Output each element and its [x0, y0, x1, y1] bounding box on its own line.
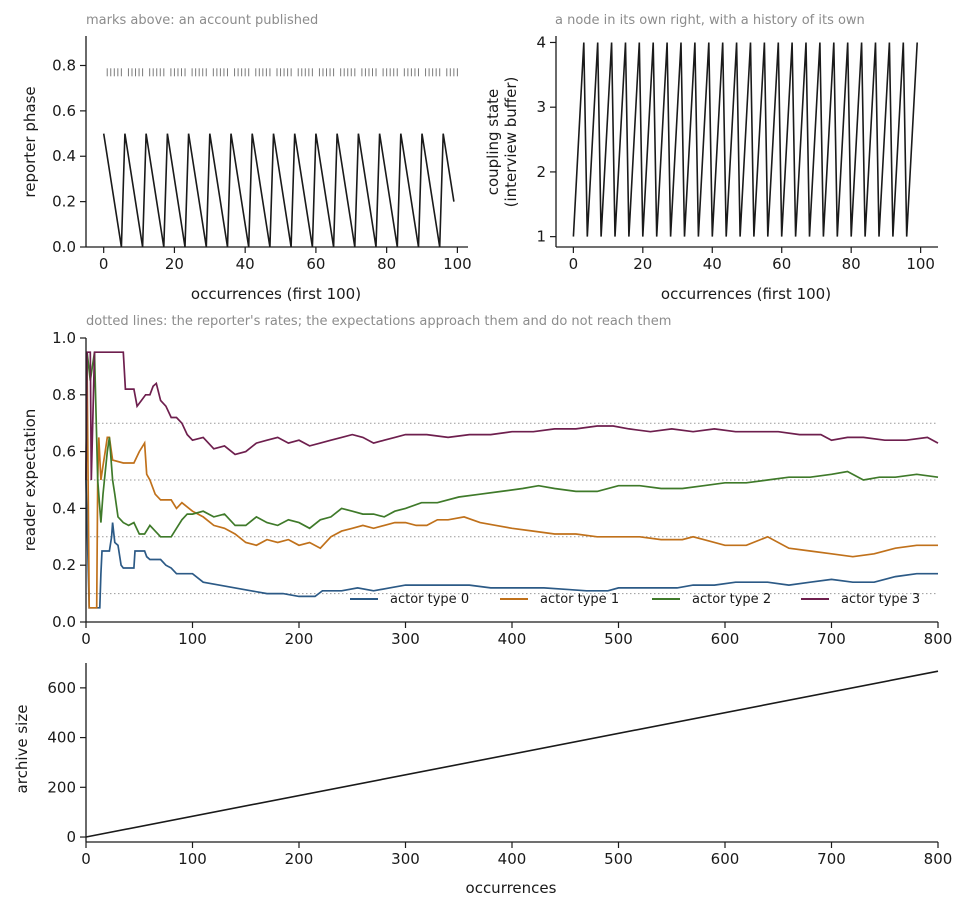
panel2-x-tick-label: 80 [842, 255, 861, 273]
panel4-ylabel: archive size [13, 705, 31, 794]
panel4-x-tick-label: 500 [604, 850, 633, 868]
panel3-x-tick-label: 700 [817, 630, 846, 648]
panel2-annotation: a node in its own right, with a history … [555, 13, 865, 28]
panel3-y-tick-label: 0.8 [52, 386, 76, 404]
panel3-x-tick-label: 600 [711, 630, 740, 648]
panel1-y-tick-label: 0.2 [52, 193, 76, 211]
panel4-x-tick-label: 600 [711, 850, 740, 868]
panel1-y-tick-label: 0.0 [52, 238, 76, 256]
panel2-ylabel-line: (interview buffer) [502, 77, 520, 208]
panel3-y-tick-label: 0.2 [52, 556, 76, 574]
panel4-archive-line [85, 670, 939, 838]
panel1-x-tick-label: 100 [443, 255, 472, 273]
panel2-x-tick-label: 100 [906, 255, 935, 273]
panel-reporter-phase: marks above: an account published occurr… [21, 13, 472, 303]
panel2-y-tick-label: 2 [536, 163, 546, 181]
panel4-x-tick-label: 800 [924, 850, 953, 868]
panel2-x-tick-label: 0 [569, 255, 579, 273]
panel-archive-size: occurrences archive size 0 100 200 300 400 50… [13, 663, 952, 897]
panel2-ylabel: coupling state(interview buffer) [484, 77, 520, 208]
panel1-y-tick-label: 0.8 [52, 56, 76, 74]
panel3-ylabel: reader expectation [21, 409, 39, 552]
panel1-y-tick-label: 0.6 [52, 102, 76, 120]
panel4-xlabel: occurrences [466, 879, 557, 897]
panel3-x-tick-label: 800 [924, 630, 953, 648]
panel3-x-tick-label: 400 [498, 630, 527, 648]
panel1-ylabel: reporter phase [21, 86, 39, 197]
panel1-phase-line [102, 133, 455, 248]
panel3-y-tick-label: 0.6 [52, 443, 76, 461]
panel4-y-tick-label: 200 [47, 778, 76, 796]
panel2-x-tick-label: 20 [633, 255, 652, 273]
panel4-x-tick-label: 200 [285, 850, 314, 868]
panel3-series-line [85, 366, 938, 609]
panel3-legend-label: actor type 0 [390, 592, 469, 607]
panel2-y-tick-label: 4 [536, 33, 546, 51]
panel4-x-tick-label: 100 [178, 850, 207, 868]
panel3-series-line [85, 351, 939, 481]
panel3-legend-label: actor type 2 [692, 592, 771, 607]
panel2-state-line [572, 42, 918, 237]
panel1-y-tick-label: 0.4 [52, 147, 76, 165]
panel2-ylabel-line: coupling state [484, 89, 502, 196]
panel3-y-tick-label: 1.0 [52, 329, 76, 347]
panel1-x-tick-label: 40 [236, 255, 255, 273]
panel1-x-tick-label: 80 [377, 255, 396, 273]
panel1-x-tick-label: 0 [99, 255, 109, 273]
panel-reader-expectation: dotted lines: the reporter's rates; the … [21, 314, 952, 648]
panel3-x-tick-label: 500 [604, 630, 633, 648]
panel2-xlabel: occurrences (first 100) [661, 285, 831, 303]
panel1-annotation: marks above: an account published [86, 13, 318, 28]
panel4-x-tick-label: 700 [817, 850, 846, 868]
panel3-series-line [85, 479, 938, 609]
panel4-x-tick-label: 0 [81, 850, 91, 868]
panel2-y-tick-label: 1 [536, 228, 546, 246]
panel4-x-tick-label: 300 [391, 850, 420, 868]
panel3-legend-label: actor type 3 [841, 592, 920, 607]
panel2-x-tick-label: 40 [703, 255, 722, 273]
panel4-y-tick-label: 600 [47, 679, 76, 697]
panel4-y-tick-label: 0 [66, 828, 76, 846]
panel1-x-tick-label: 20 [165, 255, 184, 273]
panel2-y-tick-label: 3 [536, 98, 546, 116]
panel3-x-tick-label: 0 [81, 630, 91, 648]
panel4-y-tick-label: 400 [47, 729, 76, 747]
panel2-x-tick-label: 60 [772, 255, 791, 273]
panel-coupling-state: a node in its own right, with a history … [484, 13, 938, 303]
panel3-series-line [85, 352, 939, 538]
panel3-x-tick-label: 300 [391, 630, 420, 648]
panel1-x-tick-label: 60 [306, 255, 325, 273]
panel3-x-tick-label: 100 [178, 630, 207, 648]
panel3-annotation: dotted lines: the reporter's rates; the … [86, 314, 671, 329]
panel4-x-tick-label: 400 [498, 850, 527, 868]
panel3-y-tick-label: 0.0 [52, 613, 76, 631]
panel1-xlabel: occurrences (first 100) [191, 285, 361, 303]
panel3-x-tick-label: 200 [285, 630, 314, 648]
panel3-y-tick-label: 0.4 [52, 499, 76, 517]
panel3-legend-label: actor type 1 [540, 592, 619, 607]
